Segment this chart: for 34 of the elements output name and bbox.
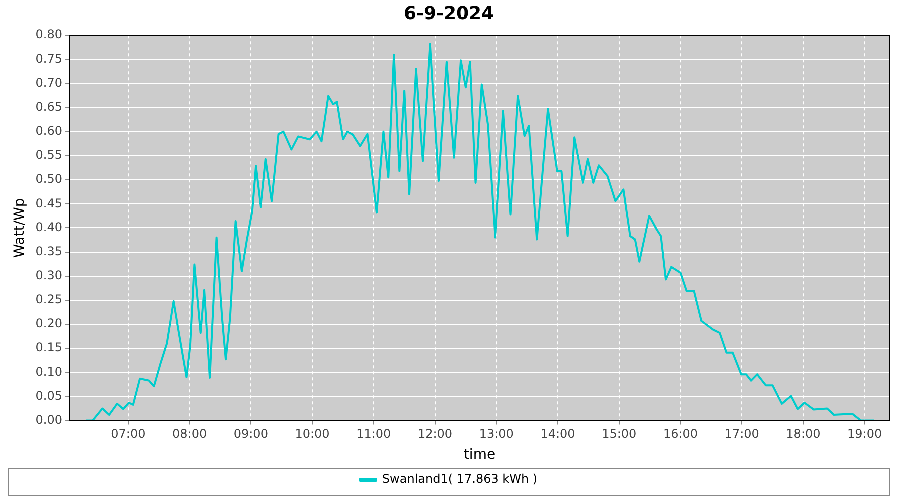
y-tick-label: 0.10 — [36, 364, 63, 379]
y-tick-label: 0.20 — [36, 316, 63, 331]
y-tick-label: 0.65 — [36, 100, 63, 114]
x-axis-title: time — [464, 447, 496, 464]
y-tick-label: 0.45 — [36, 196, 63, 210]
x-tick-label: 08:00 — [172, 427, 208, 442]
chart-title: 6-9-2024 — [404, 3, 494, 24]
x-tick-label: 19:00 — [848, 427, 882, 442]
x-tick-label: 10:00 — [295, 427, 330, 442]
x-tick-label: 15:00 — [602, 427, 637, 442]
x-tick-label: 18:00 — [786, 427, 821, 442]
y-tick-label: 0.40 — [36, 220, 63, 234]
y-tick-label: 0.15 — [36, 340, 63, 355]
y-tick-label: 0.50 — [36, 172, 63, 186]
x-tick-label: 17:00 — [724, 427, 760, 442]
y-tick-label: 0.80 — [36, 28, 63, 42]
x-tick-label: 09:00 — [234, 427, 268, 442]
y-tick-label: 0.75 — [36, 52, 63, 66]
y-tick-label: 0.30 — [36, 268, 63, 282]
y-tick-label: 0.05 — [36, 388, 63, 403]
legend-label: Swanland1( 17.863 kWh ) — [382, 472, 538, 486]
x-tick-label: 12:00 — [418, 427, 453, 442]
y-tick-label: 0.55 — [36, 148, 63, 162]
y-axis-title: Watt/Wp — [12, 198, 28, 258]
y-tick-label: 0.00 — [36, 412, 63, 427]
x-tick-label: 16:00 — [663, 427, 698, 442]
x-tick-label: 11:00 — [356, 427, 392, 442]
y-tick-label: 0.70 — [36, 76, 63, 90]
y-tick-label: 0.25 — [36, 292, 63, 307]
y-tick-label: 0.60 — [36, 124, 63, 138]
x-tick-label: 07:00 — [111, 427, 146, 442]
y-tick-label: 0.35 — [36, 244, 63, 258]
x-tick-label: 14:00 — [540, 427, 576, 442]
x-tick-label: 13:00 — [479, 427, 514, 442]
